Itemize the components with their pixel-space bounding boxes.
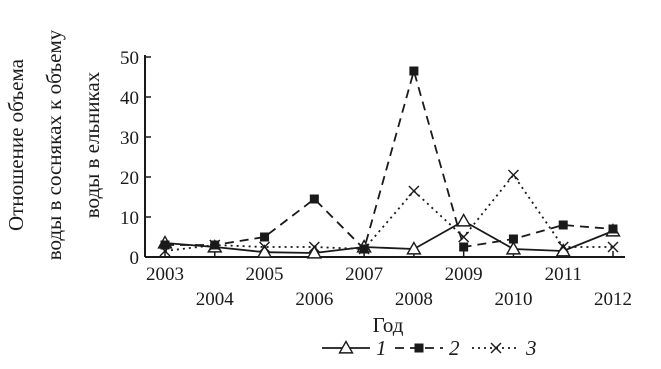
data-point-x xyxy=(607,241,619,253)
data-point-x xyxy=(308,241,320,253)
data-point-square xyxy=(608,224,618,234)
x-tick-label: 2004 xyxy=(196,289,235,310)
y-axis-label-line-3: воды в ельниках xyxy=(80,71,104,218)
series-line-1 xyxy=(164,219,614,254)
data-point-square xyxy=(558,220,568,230)
legend-label: 3 xyxy=(525,336,537,360)
y-tick-label: 10 xyxy=(120,208,139,229)
data-point-square xyxy=(508,234,518,244)
x-tick-label: 2011 xyxy=(545,264,582,285)
y-axis-label-line-2: воды в сосняках к объему xyxy=(42,29,66,260)
legend: 1 2 3 xyxy=(322,336,537,360)
series-3 xyxy=(159,169,619,257)
y-ticks: 0 10 20 30 40 50 xyxy=(120,48,151,269)
data-point-square xyxy=(160,240,170,250)
y-tick-label: 50 xyxy=(120,48,139,69)
data-point-x xyxy=(159,245,171,257)
data-point-x xyxy=(408,185,420,197)
y-tick-label: 20 xyxy=(120,168,139,189)
data-point-triangle xyxy=(306,245,323,259)
x-ticks: 2003 2004 2005 2006 2007 2008 2009 2010 2011 2012 xyxy=(146,251,632,310)
x-tick-label: 2010 xyxy=(494,289,532,310)
x-tick-label: 2012 xyxy=(594,289,632,310)
series-2 xyxy=(160,66,618,254)
data-point-triangle xyxy=(406,241,422,255)
x-axis-label: Год xyxy=(373,313,404,337)
data-point-triangle xyxy=(338,340,354,354)
plot-area-series xyxy=(157,66,621,259)
data-point-square xyxy=(309,194,319,204)
series-1 xyxy=(157,213,621,259)
y-tick-label: 40 xyxy=(120,88,139,109)
legend-label: 2 xyxy=(449,336,460,360)
x-tick-label: 2008 xyxy=(395,289,433,310)
y-axis-label-line-1: Отношение объема xyxy=(4,58,28,231)
data-point-square xyxy=(459,242,469,252)
legend-label: 1 xyxy=(376,336,387,360)
x-tick-label: 2007 xyxy=(345,264,383,285)
axes xyxy=(144,55,625,258)
legend-entry-1: 1 xyxy=(322,336,387,360)
data-point-x xyxy=(209,239,221,251)
data-point-x xyxy=(259,241,271,253)
legend-entry-2: 2 xyxy=(395,336,460,360)
data-point-square xyxy=(260,232,270,242)
data-point-square xyxy=(409,66,419,76)
x-tick-label: 2009 xyxy=(445,264,483,285)
data-point-triangle xyxy=(505,241,522,255)
data-point-x xyxy=(358,243,370,255)
series-line-2 xyxy=(165,67,614,251)
data-point-x xyxy=(458,231,470,243)
y-tick-label: 0 xyxy=(130,248,140,269)
data-point-triangle xyxy=(256,244,273,258)
y-tick-label: 30 xyxy=(120,128,139,149)
x-tick-label: 2003 xyxy=(146,264,184,285)
data-point-x xyxy=(490,342,502,354)
data-point-triangle xyxy=(455,213,472,227)
series-line-3 xyxy=(164,173,613,252)
x-tick-label: 2005 xyxy=(246,264,284,285)
data-point-x xyxy=(557,241,569,253)
data-point-square xyxy=(414,343,424,353)
x-tick-label: 2006 xyxy=(295,289,333,310)
y-axis-label: Отношение объема воды в сосняках к объем… xyxy=(4,29,104,260)
data-point-x xyxy=(507,169,519,181)
legend-entry-3: 3 xyxy=(472,336,537,360)
